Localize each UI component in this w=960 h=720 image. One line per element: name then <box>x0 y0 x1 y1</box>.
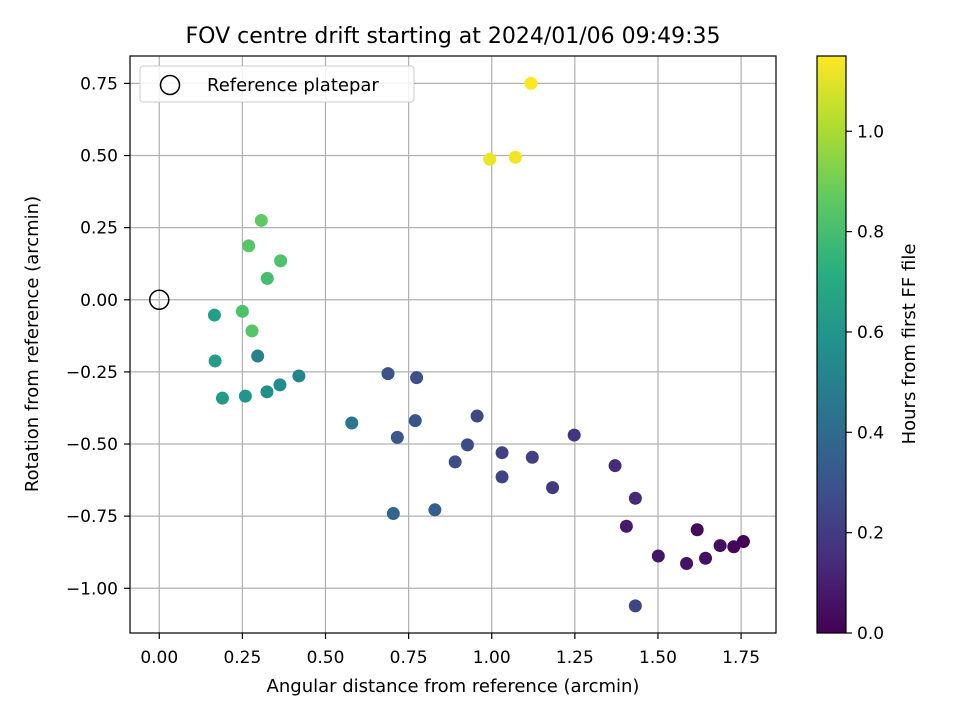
data-point <box>460 438 474 452</box>
data-point <box>608 459 622 473</box>
y-tick-label: −0.50 <box>66 435 118 455</box>
data-point <box>690 523 704 537</box>
y-axis-ticks: −1.00 −0.75 −0.50 −0.25 0.00 0.25 0.50 0.75 <box>66 74 130 599</box>
data-point <box>448 455 462 469</box>
colorbar-tick-label: 0.2 <box>857 524 884 544</box>
data-point <box>727 540 741 554</box>
data-point <box>292 369 306 383</box>
data-point <box>410 371 424 385</box>
y-tick-label: 0.75 <box>80 74 118 94</box>
data-point <box>428 503 442 517</box>
x-tick-label: 1.25 <box>556 648 594 668</box>
reference-marker-group <box>149 289 170 311</box>
data-point <box>651 549 665 563</box>
chart-title: FOV centre drift starting at 2024/01/06 … <box>186 24 721 49</box>
legend-label-reference: Reference platepar <box>207 75 379 96</box>
data-point <box>628 599 642 613</box>
data-point <box>260 385 274 399</box>
data-point <box>713 539 727 553</box>
data-point <box>408 414 422 428</box>
data-point <box>699 551 713 565</box>
x-tick-label: 1.75 <box>722 648 760 668</box>
legend-reference-marker <box>159 74 181 96</box>
data-point <box>260 271 274 285</box>
data-point <box>483 152 497 166</box>
x-tick-label: 1.00 <box>473 648 511 668</box>
y-tick-label: 0.25 <box>80 219 118 239</box>
x-tick-label: 0.25 <box>223 648 261 668</box>
colorbar-label: Hours from first FF file <box>899 244 920 445</box>
data-point <box>508 150 522 164</box>
legend-box <box>139 65 415 103</box>
reference-platepar-marker <box>149 289 170 311</box>
x-axis-label: Angular distance from reference (arcmin) <box>267 676 640 697</box>
data-point <box>207 308 221 322</box>
grid-lines <box>130 56 776 633</box>
y-tick-label: 0.50 <box>80 147 118 167</box>
x-axis-ticks: 0.00 0.25 0.50 0.75 1.00 1.25 1.50 1.75 <box>140 633 760 668</box>
colorbar-tick-label: 0.8 <box>857 223 884 243</box>
y-tick-label: −0.75 <box>66 507 118 527</box>
data-point <box>251 349 265 363</box>
colorbar <box>816 55 847 634</box>
colorbar-tick-label: 0.0 <box>857 624 884 644</box>
data-point <box>567 428 581 442</box>
data-point <box>619 519 633 533</box>
data-point <box>470 409 484 423</box>
data-point <box>235 304 249 318</box>
data-point <box>680 556 694 570</box>
x-tick-label: 0.00 <box>140 648 178 668</box>
data-point <box>215 391 229 405</box>
data-point <box>386 507 400 521</box>
data-point <box>238 389 252 403</box>
data-point <box>390 430 404 444</box>
y-axis-label: Rotation from reference (arcmin) <box>22 196 43 492</box>
plot-frame <box>129 55 777 634</box>
colorbar-ticks: 0.0 0.2 0.4 0.6 0.8 1.0 <box>846 122 884 644</box>
x-tick-label: 0.50 <box>307 648 345 668</box>
data-point <box>524 76 538 90</box>
data-point <box>208 354 222 368</box>
y-tick-label: −1.00 <box>66 579 118 599</box>
y-tick-label: 0.00 <box>80 291 118 311</box>
data-point <box>495 470 509 484</box>
data-point <box>628 491 642 505</box>
colorbar-tick-label: 0.4 <box>857 423 884 443</box>
y-tick-label: −0.25 <box>66 363 118 383</box>
x-tick-label: 0.75 <box>390 648 428 668</box>
data-point <box>245 324 259 338</box>
colorbar-tick-label: 1.0 <box>857 122 884 142</box>
data-point <box>381 367 395 381</box>
data-point <box>736 535 750 549</box>
data-point <box>274 254 288 268</box>
legend: Reference platepar <box>139 65 415 103</box>
colorbar-tick-label: 0.6 <box>857 323 884 343</box>
data-points <box>207 76 750 613</box>
data-point <box>242 239 256 253</box>
data-point <box>546 481 560 495</box>
data-point <box>345 416 359 430</box>
data-point <box>254 213 268 227</box>
data-point <box>495 446 509 460</box>
x-tick-label: 1.50 <box>639 648 677 668</box>
data-point <box>273 378 287 392</box>
data-point <box>525 450 539 464</box>
